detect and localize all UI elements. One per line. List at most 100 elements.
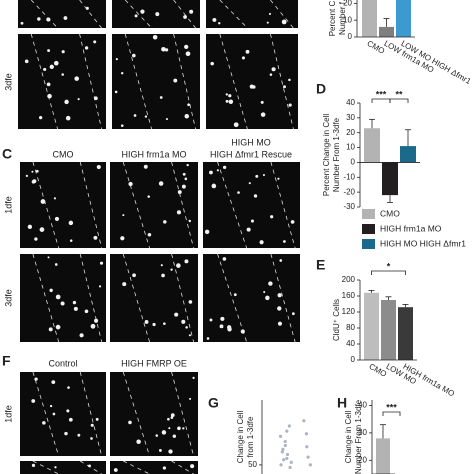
cell <box>54 263 58 266</box>
cell <box>49 404 53 408</box>
cell <box>53 197 57 200</box>
cell <box>121 71 124 75</box>
cell <box>162 466 167 470</box>
micrograph <box>18 34 106 129</box>
cell <box>132 273 136 278</box>
tissue-outline <box>173 0 196 29</box>
cell <box>209 318 213 322</box>
tissue-outline <box>32 460 59 474</box>
cell <box>34 237 38 241</box>
cell <box>147 232 152 237</box>
micrograph <box>110 461 198 474</box>
cell <box>291 312 295 316</box>
column-label: Control <box>48 358 77 368</box>
cell <box>132 53 136 58</box>
cell <box>269 73 273 76</box>
cell <box>77 98 80 101</box>
y-tick-label: 80 <box>346 323 355 332</box>
cell <box>182 172 186 176</box>
cell <box>99 261 104 265</box>
significance-label: *** <box>376 89 387 99</box>
cell <box>268 12 272 16</box>
cell <box>250 219 255 223</box>
cell <box>122 282 127 287</box>
cell <box>222 257 227 261</box>
cell <box>233 122 239 128</box>
micrograph <box>20 372 106 456</box>
tissue-outline <box>79 33 102 130</box>
cell <box>84 46 89 50</box>
plot <box>362 0 411 37</box>
cell <box>259 240 264 245</box>
cell <box>158 181 164 186</box>
micrograph <box>206 34 298 129</box>
cell <box>47 256 50 259</box>
cell <box>77 433 81 437</box>
cell <box>39 116 43 120</box>
cell <box>84 309 89 314</box>
y-axis-label: Change in Cell <box>236 411 245 464</box>
cell <box>66 409 70 413</box>
cell <box>288 103 292 107</box>
cell <box>228 94 232 98</box>
cell <box>43 67 47 72</box>
tissue-outline <box>171 371 194 457</box>
plot <box>278 419 312 470</box>
cell <box>155 12 160 17</box>
cell <box>114 90 118 94</box>
significance-label: *** <box>386 402 397 412</box>
point <box>308 463 312 467</box>
column-label: HIGH FMRP OE <box>121 358 187 368</box>
cell <box>253 194 258 198</box>
cell <box>283 240 286 243</box>
cell <box>167 417 170 421</box>
cell <box>46 82 51 87</box>
tissue-outline <box>123 460 150 474</box>
cell <box>55 294 61 300</box>
cell <box>255 174 259 178</box>
cell <box>266 21 269 24</box>
cell <box>27 224 33 229</box>
y-tick-label: 30 <box>346 113 355 122</box>
y-tick-label: 0 <box>348 32 353 41</box>
significance-bracket <box>382 411 401 416</box>
row-label: 1dfe <box>3 196 13 214</box>
cell <box>64 99 69 105</box>
micrograph <box>20 461 106 474</box>
cell <box>61 73 64 76</box>
cell <box>189 9 194 14</box>
cell <box>136 439 141 445</box>
panel-letter: F <box>2 353 11 369</box>
micrograph <box>20 162 106 248</box>
significance-label: ** <box>395 89 403 99</box>
cell <box>49 288 53 293</box>
point <box>289 460 293 464</box>
cell <box>177 426 181 431</box>
y-axis-label: Number From 1-3dfe <box>332 117 341 192</box>
cell <box>174 312 179 317</box>
cell <box>176 210 182 215</box>
bar <box>362 0 377 37</box>
cell <box>225 93 228 96</box>
cell <box>49 64 54 70</box>
cell <box>189 397 192 400</box>
point <box>285 452 290 457</box>
y-tick-label: 200 <box>342 275 356 284</box>
cell <box>48 327 53 332</box>
cell <box>262 173 266 177</box>
panel-letter: H <box>337 395 347 411</box>
bar <box>364 292 379 360</box>
significance-bracket <box>371 270 406 275</box>
cell <box>31 463 36 468</box>
tissue-outline <box>79 0 102 29</box>
cell <box>35 169 39 173</box>
y-tick-label: 160 <box>342 291 356 300</box>
cell <box>31 399 36 403</box>
cell <box>68 417 73 422</box>
cell <box>94 318 99 323</box>
cell <box>181 319 186 324</box>
cell <box>165 118 168 121</box>
cell <box>190 464 195 469</box>
cell <box>279 259 283 262</box>
cell <box>47 93 52 99</box>
